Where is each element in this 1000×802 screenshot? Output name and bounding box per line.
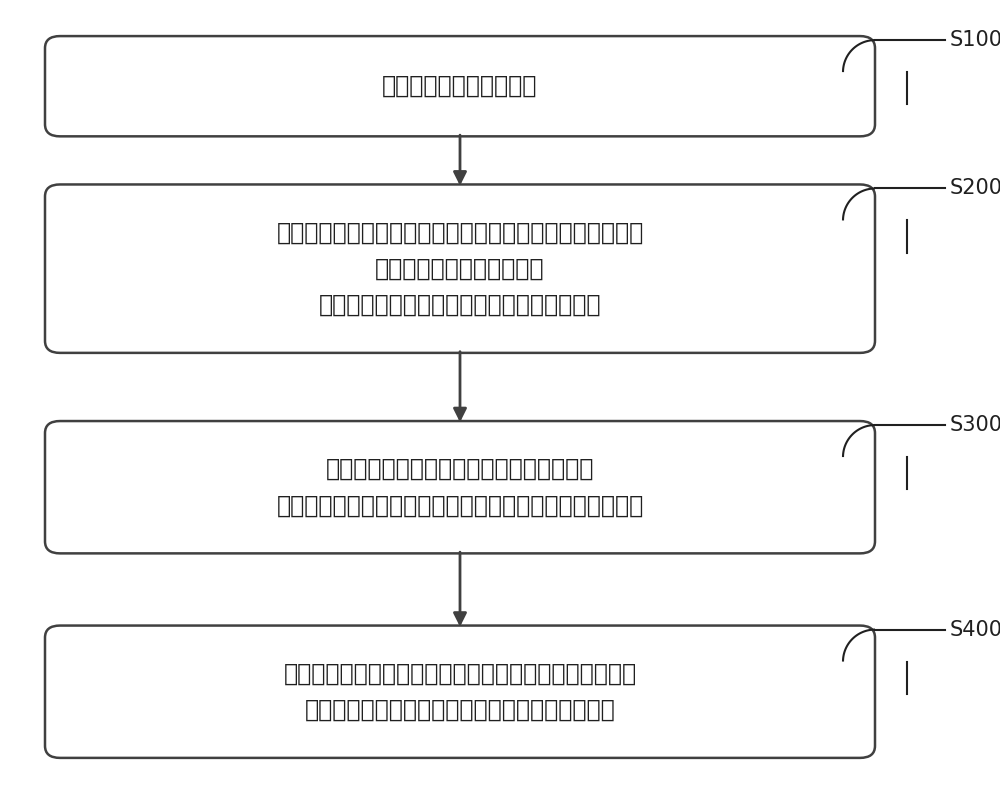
Text: 对单通道图像中的每列像素进行压缩运算，
获取各列像素的压缩值作为表示光伏电池板图像的一维数列: 对单通道图像中的每列像素进行压缩运算， 获取各列像素的压缩值作为表示光伏电池板图… [276,457,644,517]
Text: S100: S100 [950,30,1000,50]
FancyBboxPatch shape [45,36,875,136]
Text: 根据单个光伏电池板图像中的先验颜色特征构建图像矩阵，
对图像矩阵进行滑窗计算，
以修正每个像素点的像素值，得到单通道图像: 根据单个光伏电池板图像中的先验颜色特征构建图像矩阵， 对图像矩阵进行滑窗计算， … [276,221,644,317]
Text: S400: S400 [950,620,1000,639]
Text: 将一维数列输入时间卷积网络中，获得栅线在光伏电池板
图像中的周期性，并根据异常点判断栅线缺陷位置: 将一维数列输入时间卷积网络中，获得栅线在光伏电池板 图像中的周期性，并根据异常点… [283,662,637,722]
FancyBboxPatch shape [45,184,875,353]
Text: S200: S200 [950,179,1000,198]
FancyBboxPatch shape [45,421,875,553]
FancyBboxPatch shape [45,626,875,758]
Text: 获取单个光伏电池板图像: 获取单个光伏电池板图像 [382,75,538,98]
Text: S300: S300 [950,415,1000,435]
